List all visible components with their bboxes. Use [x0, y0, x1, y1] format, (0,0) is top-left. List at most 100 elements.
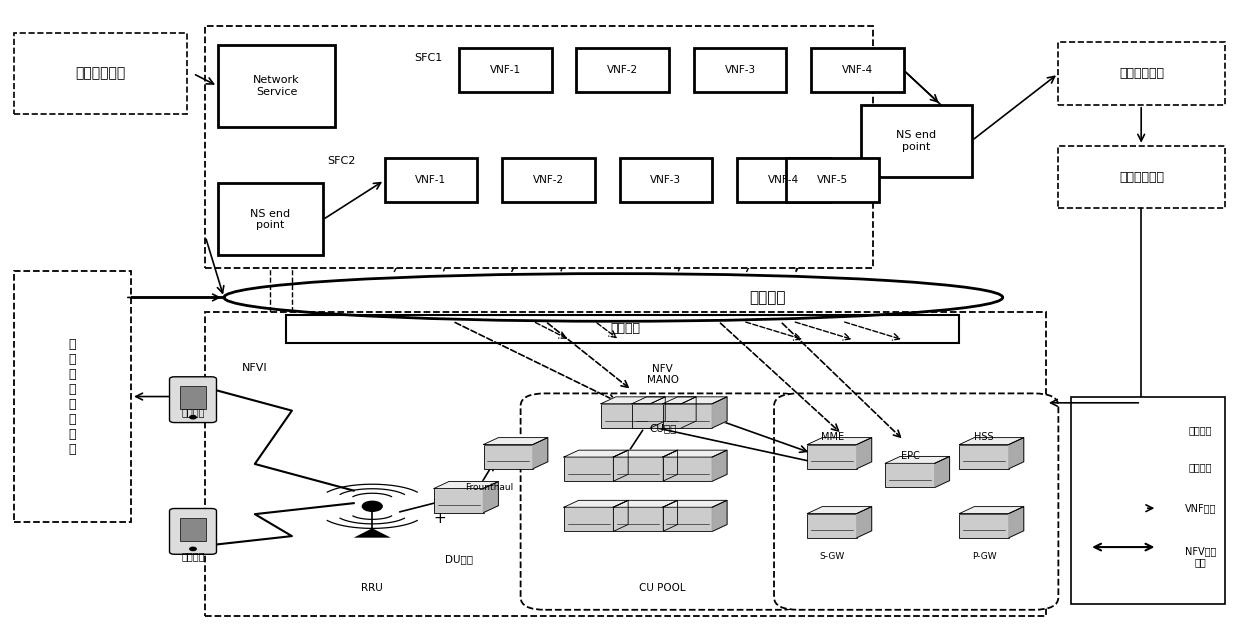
Text: VNF-2: VNF-2: [607, 66, 638, 76]
Polygon shape: [857, 507, 872, 537]
FancyBboxPatch shape: [774, 393, 1058, 610]
Polygon shape: [663, 450, 678, 481]
Circle shape: [190, 416, 196, 419]
Polygon shape: [1009, 438, 1023, 469]
Bar: [180, 518, 206, 541]
Polygon shape: [601, 397, 665, 404]
Polygon shape: [533, 438, 548, 469]
Text: 网络业务请求: 网络业务请求: [76, 67, 125, 81]
Polygon shape: [808, 438, 872, 445]
Bar: [458, 49, 551, 93]
Text: 迁移优化: 迁移优化: [750, 290, 786, 305]
Bar: [808, 445, 857, 469]
Text: VNF-1: VNF-1: [489, 66, 520, 76]
Polygon shape: [808, 507, 872, 513]
Text: S-GW: S-GW: [819, 552, 845, 561]
Bar: [180, 386, 206, 409]
Bar: [434, 488, 483, 513]
Text: SFC1: SFC1: [414, 53, 442, 63]
Polygon shape: [934, 457, 949, 488]
Bar: [502, 158, 595, 202]
Bar: [576, 49, 669, 93]
Polygon shape: [663, 397, 727, 404]
Text: NS end
point: NS end point: [896, 130, 937, 152]
Text: 资源需求预测: 资源需求预测: [1119, 171, 1165, 183]
Text: 用户终端: 用户终端: [181, 551, 204, 561]
Bar: [613, 457, 663, 481]
Polygon shape: [663, 450, 727, 457]
Text: NFV
MANO: NFV MANO: [647, 364, 679, 386]
Bar: [564, 457, 613, 481]
Bar: [861, 105, 971, 177]
Bar: [613, 507, 663, 531]
Text: NS end
point: NS end point: [250, 209, 290, 230]
Bar: [886, 463, 934, 488]
Text: Network
Service: Network Service: [253, 75, 300, 97]
Polygon shape: [650, 397, 665, 428]
Text: P-GW: P-GW: [971, 552, 996, 561]
Bar: [737, 158, 830, 202]
Text: 虚拟链路: 虚拟链路: [1188, 462, 1212, 472]
Bar: [564, 507, 613, 531]
Bar: [959, 445, 1009, 469]
Text: VNF-5: VNF-5: [818, 175, 849, 185]
Text: VNF-1: VNF-1: [415, 175, 446, 185]
Bar: [218, 183, 323, 255]
Text: Frounthaul: Frounthaul: [466, 483, 514, 492]
Bar: [384, 158, 477, 202]
Text: HSS: HSS: [974, 432, 994, 442]
Bar: [14, 271, 131, 522]
Polygon shape: [632, 397, 696, 404]
Bar: [663, 404, 712, 428]
FancyBboxPatch shape: [520, 393, 805, 610]
Polygon shape: [663, 500, 678, 531]
Polygon shape: [857, 438, 872, 469]
Text: NFVI: NFVI: [242, 364, 268, 374]
Text: EPC: EPC: [901, 451, 919, 461]
Bar: [483, 445, 533, 469]
Bar: [286, 315, 959, 343]
Text: 用户终端: 用户终端: [181, 407, 204, 417]
Text: VNF-4: VNF-4: [843, 66, 873, 76]
Text: RRU: RRU: [362, 583, 383, 593]
Bar: [218, 45, 336, 127]
Circle shape: [362, 501, 382, 512]
Text: MME: MME: [820, 432, 844, 442]
Text: DU设备: DU设备: [445, 554, 473, 564]
Text: CU POOL: CU POOL: [639, 583, 686, 593]
Text: +: +: [434, 512, 446, 526]
Polygon shape: [613, 500, 678, 507]
Text: 物理链路: 物理链路: [1188, 425, 1212, 435]
Polygon shape: [564, 450, 628, 457]
Text: VNF-4: VNF-4: [768, 175, 799, 185]
Bar: [808, 513, 857, 537]
Text: CU设备: CU设备: [649, 423, 676, 433]
Bar: [694, 49, 787, 93]
Polygon shape: [1009, 507, 1023, 537]
Bar: [1058, 146, 1225, 209]
Bar: [206, 26, 873, 268]
Text: 虚拟化层: 虚拟化层: [611, 323, 641, 335]
Text: VNF部署: VNF部署: [1184, 503, 1217, 513]
Polygon shape: [959, 507, 1023, 513]
Polygon shape: [712, 397, 727, 428]
Text: 网络状态监控: 网络状态监控: [1119, 67, 1165, 80]
Circle shape: [190, 547, 196, 551]
Polygon shape: [353, 529, 390, 537]
Polygon shape: [663, 500, 727, 507]
Polygon shape: [613, 500, 628, 531]
Bar: [812, 49, 903, 93]
Bar: [1070, 396, 1225, 604]
Polygon shape: [712, 450, 727, 481]
Text: SFC2: SFC2: [327, 156, 356, 166]
Text: VNF-3: VNF-3: [725, 66, 756, 76]
FancyBboxPatch shape: [170, 377, 217, 423]
Bar: [620, 158, 712, 202]
Bar: [959, 513, 1009, 537]
FancyBboxPatch shape: [170, 508, 217, 554]
Bar: [1058, 42, 1225, 105]
Text: VNF-3: VNF-3: [650, 175, 681, 185]
Bar: [663, 457, 712, 481]
Bar: [787, 158, 880, 202]
Polygon shape: [613, 450, 678, 457]
